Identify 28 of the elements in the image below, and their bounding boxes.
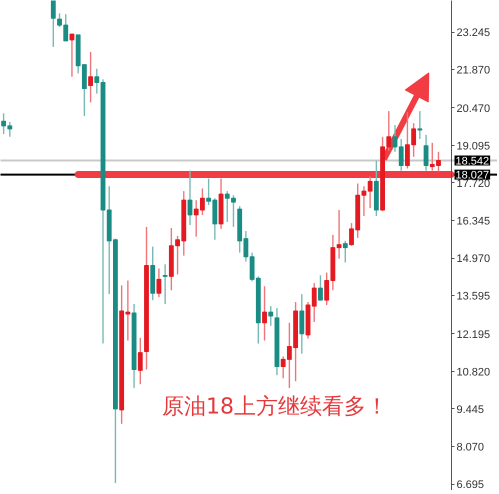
y-tick-label: 10.820 xyxy=(456,366,490,378)
candlestick xyxy=(138,337,143,385)
y-tick-label: 19.095 xyxy=(456,140,490,152)
candlestick xyxy=(268,305,274,326)
candlestick xyxy=(88,51,94,104)
y-tick-label: 12.195 xyxy=(456,328,490,341)
y-tick-label: 14.970 xyxy=(456,253,490,266)
y-tick-label: 6.695 xyxy=(456,479,484,492)
candlestick xyxy=(299,293,304,354)
annotation: 原油18上方继续看多！ xyxy=(162,394,388,420)
candlestick xyxy=(156,268,162,298)
y-tick-label: 8.070 xyxy=(456,442,484,454)
candlestick xyxy=(342,240,348,264)
y-tick-label: 21.870 xyxy=(456,64,490,77)
y-tick-label: 23.245 xyxy=(456,27,490,40)
y-tick-label: 9.445 xyxy=(456,404,484,416)
candlestick xyxy=(262,285,267,342)
candlestick xyxy=(424,134,428,172)
candlestick xyxy=(70,33,74,78)
y-tick-label: 16.345 xyxy=(456,216,490,228)
ref-line-label: 18.542 xyxy=(456,156,490,168)
candlestick xyxy=(162,264,168,305)
candlestick xyxy=(318,274,323,301)
y-tick-label: 13.595 xyxy=(456,290,490,303)
candlestick xyxy=(417,110,422,140)
candlestick xyxy=(50,0,56,48)
y-tick-label: 20.470 xyxy=(456,102,490,115)
candlestick xyxy=(188,170,192,226)
